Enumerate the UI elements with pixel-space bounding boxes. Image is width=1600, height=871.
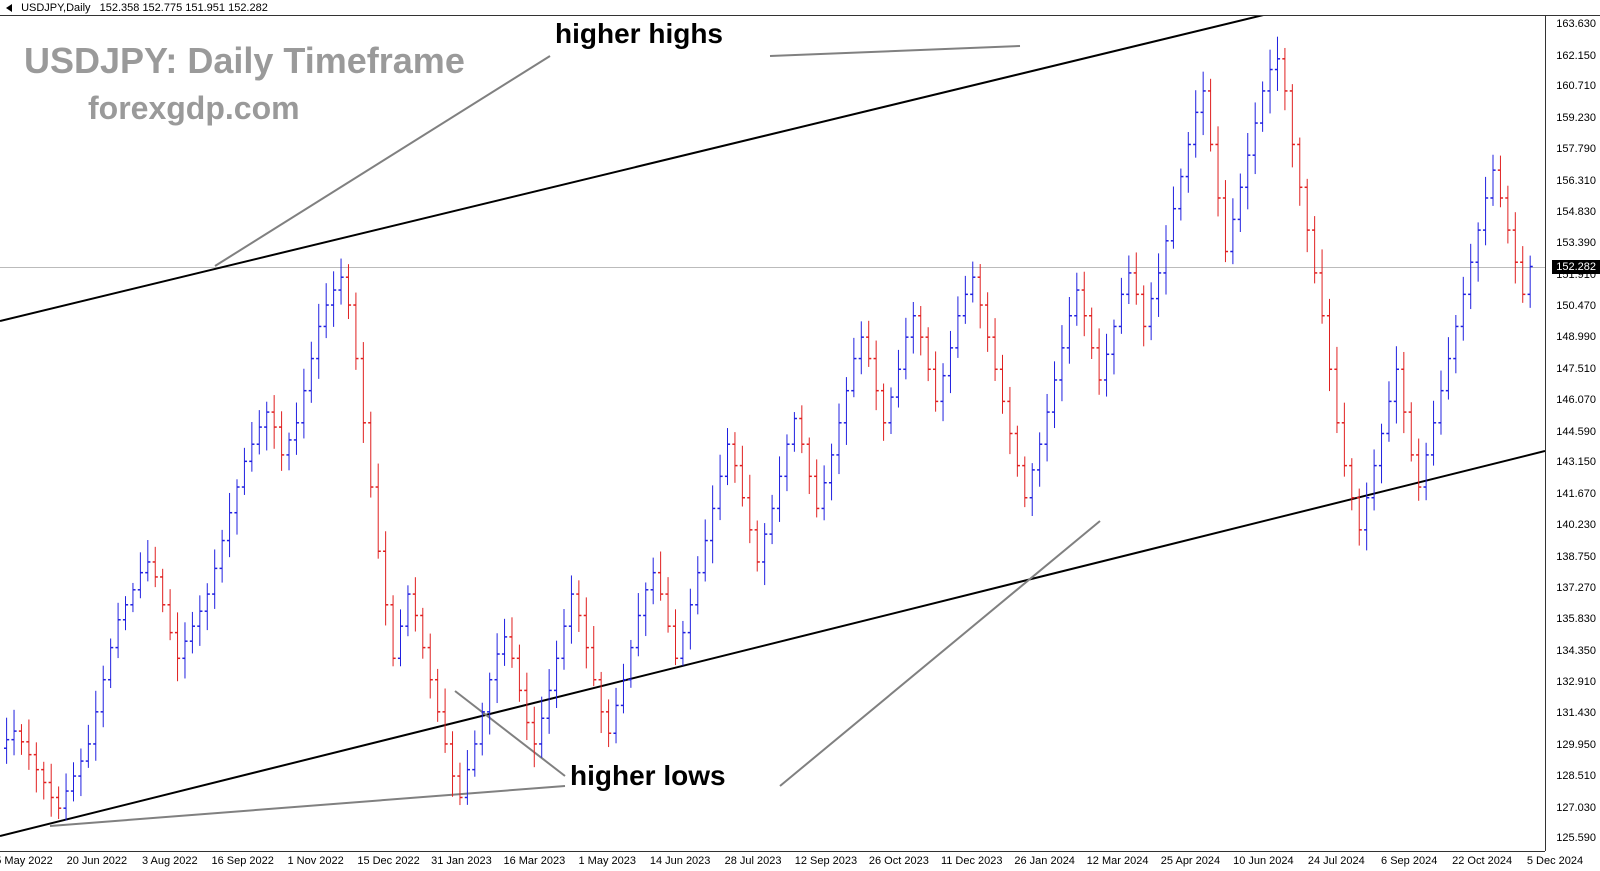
y-tick: 160.710 xyxy=(1556,80,1596,92)
y-tick: 127.030 xyxy=(1556,802,1596,814)
y-tick: 157.790 xyxy=(1556,143,1596,155)
x-tick: 10 Jun 2024 xyxy=(1233,855,1294,867)
x-tick: 3 Aug 2022 xyxy=(142,855,198,867)
top-bar: USDJPY,Daily 152.358 152.775 151.951 152… xyxy=(0,0,1600,16)
x-tick: 11 Dec 2023 xyxy=(941,855,1003,867)
ohlc-label: 152.358 152.775 151.951 152.282 xyxy=(100,2,268,14)
x-tick: 1 Nov 2022 xyxy=(287,855,343,867)
x-tick: 12 Mar 2024 xyxy=(1087,855,1149,867)
price-chart[interactable] xyxy=(0,16,1545,851)
y-tick: 131.430 xyxy=(1556,707,1596,719)
x-tick: 16 Mar 2023 xyxy=(503,855,565,867)
x-tick: 12 Sep 2023 xyxy=(795,855,857,867)
y-tick: 163.630 xyxy=(1556,18,1596,30)
x-tick: 20 Jun 2022 xyxy=(67,855,128,867)
y-tick: 141.670 xyxy=(1556,488,1596,500)
y-tick: 128.510 xyxy=(1556,770,1596,782)
y-tick: 148.990 xyxy=(1556,331,1596,343)
x-axis: 5 May 2022 20 Jun 2022 3 Aug 2022 16 Sep 20… xyxy=(0,851,1545,871)
x-tick: 5 Dec 2024 xyxy=(1527,855,1583,867)
y-tick: 153.390 xyxy=(1556,237,1596,249)
y-tick: 137.270 xyxy=(1556,582,1596,594)
x-tick: 26 Oct 2023 xyxy=(869,855,929,867)
x-tick: 5 May 2022 xyxy=(0,855,53,867)
nav-back-icon[interactable] xyxy=(6,4,12,12)
x-tick: 16 Sep 2022 xyxy=(212,855,274,867)
symbol-label: USDJPY,Daily xyxy=(21,2,91,14)
x-tick: 25 Apr 2024 xyxy=(1161,855,1220,867)
y-tick: 135.830 xyxy=(1556,613,1596,625)
x-tick: 6 Sep 2024 xyxy=(1381,855,1437,867)
y-tick: 150.470 xyxy=(1556,300,1596,312)
y-tick: 151.910 xyxy=(1556,269,1596,281)
y-tick: 125.590 xyxy=(1556,832,1596,844)
y-tick: 147.510 xyxy=(1556,363,1596,375)
y-tick: 132.910 xyxy=(1556,676,1596,688)
y-tick: 156.310 xyxy=(1556,175,1596,187)
y-axis: 163.630 162.150 160.710 159.230 157.790 156.3… xyxy=(1545,16,1600,851)
y-tick: 144.590 xyxy=(1556,426,1596,438)
x-tick: 28 Jul 2023 xyxy=(725,855,782,867)
y-tick: 140.230 xyxy=(1556,519,1596,531)
x-tick: 1 May 2023 xyxy=(578,855,635,867)
y-tick: 134.350 xyxy=(1556,645,1596,657)
x-tick: 24 Jul 2024 xyxy=(1308,855,1365,867)
x-tick: 15 Dec 2022 xyxy=(357,855,419,867)
y-tick: 159.230 xyxy=(1556,112,1596,124)
x-tick: 31 Jan 2023 xyxy=(431,855,492,867)
x-tick: 22 Oct 2024 xyxy=(1452,855,1512,867)
chart-container: USDJPY,Daily 152.358 152.775 151.951 152… xyxy=(0,0,1600,871)
y-tick: 129.950 xyxy=(1556,739,1596,751)
x-tick: 26 Jan 2024 xyxy=(1014,855,1075,867)
x-tick: 14 Jun 2023 xyxy=(650,855,711,867)
y-tick: 143.150 xyxy=(1556,456,1596,468)
y-tick: 146.070 xyxy=(1556,394,1596,406)
y-tick: 162.150 xyxy=(1556,50,1596,62)
y-tick: 154.830 xyxy=(1556,206,1596,218)
y-tick: 138.750 xyxy=(1556,551,1596,563)
